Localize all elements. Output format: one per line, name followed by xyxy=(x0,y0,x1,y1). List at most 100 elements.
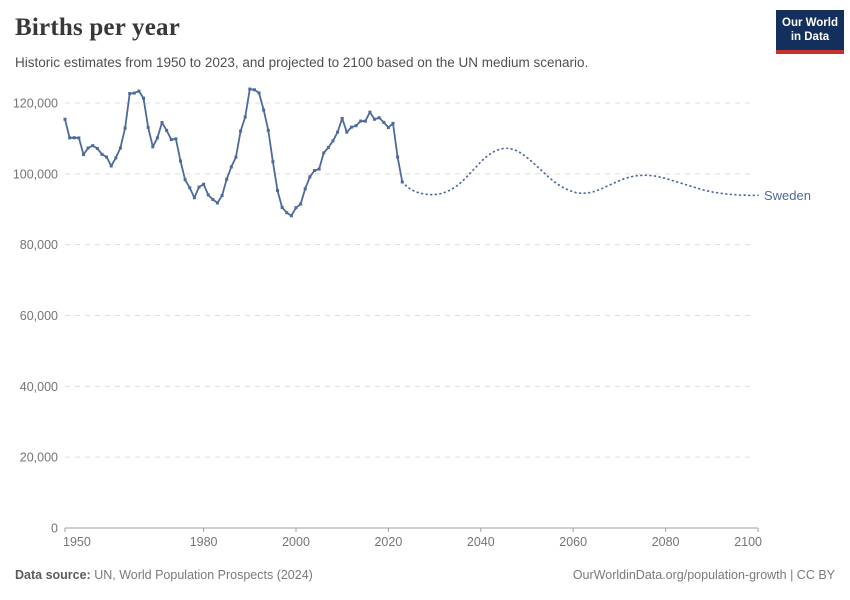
data-point-marker xyxy=(197,185,201,189)
data-point-marker xyxy=(308,175,312,179)
data-point-marker xyxy=(257,91,261,95)
data-point-marker xyxy=(248,87,252,91)
data-point-marker xyxy=(363,119,367,123)
data-point-marker xyxy=(137,89,141,93)
y-tick-label: 60,000 xyxy=(20,309,58,323)
data-point-marker xyxy=(100,152,104,156)
x-tick-label: 1950 xyxy=(63,535,91,549)
data-point-marker xyxy=(312,169,316,173)
data-point-marker xyxy=(331,139,335,143)
x-tick-label: 2020 xyxy=(374,535,402,549)
data-point-marker xyxy=(192,196,196,200)
owid-logo-line1: Our World xyxy=(782,17,839,29)
data-point-marker xyxy=(262,108,266,112)
data-point-marker xyxy=(211,198,215,202)
data-point-marker xyxy=(174,137,178,141)
data-point-marker xyxy=(294,206,298,210)
data-point-marker xyxy=(114,156,118,160)
data-point-marker xyxy=(72,136,76,140)
data-point-marker xyxy=(373,117,377,121)
data-point-marker xyxy=(386,126,390,130)
entity-label[interactable]: Sweden xyxy=(764,188,811,203)
x-tick-label: 2100 xyxy=(734,535,762,549)
y-tick-label: 120,000 xyxy=(13,97,58,111)
data-point-marker xyxy=(215,201,219,205)
data-point-marker xyxy=(396,155,400,159)
data-point-marker xyxy=(151,145,155,149)
data-point-marker xyxy=(229,165,233,169)
x-tick-label: 2080 xyxy=(652,535,680,549)
credit-link[interactable]: OurWorldinData.org/population-growth | C… xyxy=(572,568,835,582)
data-point-marker xyxy=(77,136,81,140)
data-point-marker xyxy=(359,119,363,123)
data-point-marker xyxy=(132,91,136,95)
data-point-marker xyxy=(239,129,243,133)
data-point-marker xyxy=(81,153,85,157)
data-point-marker xyxy=(128,92,132,96)
data-source-text: UN, World Population Prospects (2024) xyxy=(90,568,313,582)
data-point-marker xyxy=(289,214,293,218)
x-tick-label: 2060 xyxy=(559,535,587,549)
x-tick-label: 1980 xyxy=(190,535,218,549)
data-point-marker xyxy=(322,151,326,155)
data-point-marker xyxy=(280,205,284,209)
data-point-marker xyxy=(95,146,99,150)
data-point-marker xyxy=(234,155,238,159)
x-tick-label: 2040 xyxy=(467,535,495,549)
data-point-marker xyxy=(165,128,169,132)
data-point-marker xyxy=(123,126,127,130)
data-point-marker xyxy=(391,121,395,125)
data-point-marker xyxy=(243,115,247,119)
data-point-marker xyxy=(63,117,67,121)
data-point-marker xyxy=(225,177,229,181)
data-point-marker xyxy=(377,116,381,120)
data-point-marker xyxy=(271,160,275,164)
data-point-marker xyxy=(146,125,150,129)
data-point-marker xyxy=(109,164,113,168)
data-point-marker xyxy=(105,155,109,159)
data-point-marker xyxy=(142,96,146,100)
page-title: Births per year xyxy=(15,14,181,41)
data-point-marker xyxy=(382,120,386,124)
data-point-marker xyxy=(155,136,159,140)
x-tick-label: 2000 xyxy=(282,535,310,549)
data-point-marker xyxy=(169,138,173,142)
data-point-marker xyxy=(188,186,192,190)
chart-subtitle: Historic estimates from 1950 to 2023, an… xyxy=(15,55,589,70)
data-point-marker xyxy=(354,124,358,128)
data-point-marker xyxy=(118,146,122,150)
y-tick-label: 40,000 xyxy=(20,380,58,394)
projection-line[interactable] xyxy=(401,147,759,197)
data-point-marker xyxy=(252,88,256,92)
data-source-label: Data source: xyxy=(15,568,91,582)
data-point-marker xyxy=(276,188,280,192)
data-point-marker xyxy=(68,136,72,140)
y-tick-label: 100,000 xyxy=(13,167,58,181)
data-point-marker xyxy=(160,121,164,125)
data-point-marker xyxy=(183,178,187,182)
chart-footer: Data source: UN, World Population Prospe… xyxy=(15,568,835,582)
data-point-marker xyxy=(303,187,307,191)
historic-line[interactable] xyxy=(64,88,404,217)
y-tick-label: 80,000 xyxy=(20,238,58,252)
data-point-marker xyxy=(86,146,90,150)
y-tick-label: 0 xyxy=(51,522,58,536)
data-point-marker xyxy=(220,193,224,197)
data-point-marker xyxy=(179,159,182,163)
data-point-marker xyxy=(91,144,95,148)
data-point-marker xyxy=(285,211,289,215)
data-point-marker xyxy=(317,167,321,171)
data-point-marker xyxy=(340,116,344,120)
y-tick-label: 20,000 xyxy=(20,451,58,465)
data-point-marker xyxy=(368,110,372,114)
data-source-note: Data source: UN, World Population Prospe… xyxy=(15,568,313,582)
data-point-marker xyxy=(326,146,330,150)
owid-logo-line2: in Data xyxy=(790,31,830,44)
data-point-marker xyxy=(202,182,206,186)
data-point-marker xyxy=(336,130,340,134)
data-point-marker xyxy=(206,193,210,197)
owid-logo[interactable]: Our World in Data xyxy=(776,10,844,54)
data-point-marker xyxy=(299,202,303,206)
